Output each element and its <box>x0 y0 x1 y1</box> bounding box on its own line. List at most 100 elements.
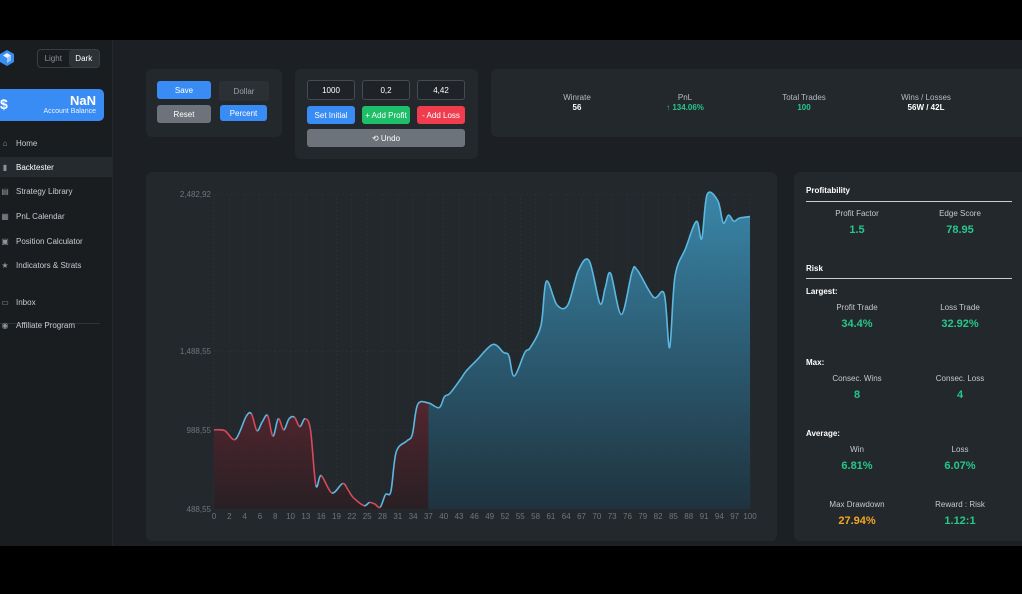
profitability-divider <box>806 201 1012 202</box>
percent-mode-button[interactable]: Percent <box>220 105 267 121</box>
equity-line-segment <box>668 276 676 349</box>
average-loss-label: Loss <box>951 445 969 454</box>
risk-divider <box>806 278 1012 279</box>
equity-line-segment <box>733 217 740 223</box>
nav-item-backtester[interactable]: ▮ Backtester <box>0 157 112 177</box>
nav-label: Backtester <box>16 162 54 172</box>
largest-loss-label: Loss Trade <box>940 303 980 312</box>
stat-value: 56 <box>572 103 582 112</box>
profit-factor-label: Profit Factor <box>835 209 879 218</box>
x-tick-label: 25 <box>363 512 372 521</box>
equity-line-segment <box>540 280 548 326</box>
currency-symbol: $ <box>0 96 8 112</box>
x-tick-label: 10 <box>286 512 295 521</box>
equity-line-segment <box>700 194 708 239</box>
undo-button[interactable]: ⟲ Undo <box>307 129 465 147</box>
average-loss-value: 6.07% <box>944 460 976 472</box>
nav-item-home[interactable]: ⌂ Home <box>0 133 112 153</box>
largest-profit-value: 34.4% <box>841 318 873 330</box>
equity-line-segment <box>213 428 226 432</box>
theme-dark-option[interactable]: Dark <box>68 50 99 67</box>
equity-line-segment <box>288 415 295 420</box>
equity-line-segment <box>684 220 697 249</box>
nav-item-strategy-library[interactable]: ▤ Strategy Library <box>0 181 112 201</box>
app-logo-icon <box>0 50 14 66</box>
nav-item-inbox[interactable]: ▭ Inbox <box>0 292 112 312</box>
set-initial-button[interactable]: Set Initial <box>307 106 355 124</box>
stat-value: 56W / 42L <box>907 103 945 112</box>
x-tick-label: 13 <box>301 512 310 521</box>
equity-line-segment <box>545 280 558 306</box>
add-profit-button[interactable]: + Add Profit <box>362 106 410 124</box>
x-tick-label: 22 <box>347 512 356 521</box>
inbox-icon: ▭ <box>1 297 9 307</box>
equity-line-segment <box>588 260 601 304</box>
x-tick-label: 97 <box>730 512 739 521</box>
x-tick-label: 58 <box>531 512 540 521</box>
equity-line-segment <box>384 491 392 496</box>
equity-line-segment <box>277 417 285 431</box>
stat-value: ↑ 134.06% <box>666 103 704 112</box>
nav-item-pnl-calendar[interactable]: ▦ PnL Calendar <box>0 206 112 226</box>
home-icon: ⌂ <box>2 138 8 148</box>
stat-label: Total Trades <box>782 93 826 102</box>
y-tick-label: 2,482,92 <box>180 190 212 199</box>
nav-item-affiliate[interactable]: ◉ Affiliate Program <box>0 315 112 335</box>
drawdown-area <box>214 401 429 509</box>
account-balance-card: $ NaN Account Balance <box>0 89 104 121</box>
x-tick-label: 43 <box>455 512 464 521</box>
x-tick-label: 70 <box>592 512 601 521</box>
equity-line-segment <box>245 411 253 417</box>
account-balance-value: NaN <box>69 93 96 108</box>
x-tick-label: 49 <box>485 512 494 521</box>
nav-item-position-calculator[interactable]: ▣ Position Calculator <box>0 231 112 251</box>
equity-line-segment <box>309 429 317 486</box>
x-tick-label: 37 <box>424 512 433 521</box>
equity-line-segment <box>492 343 504 354</box>
equity-line-segment <box>390 451 398 492</box>
pnl-stat: PnL ↑ 134.06% <box>640 93 730 112</box>
calculator-icon: ▣ <box>1 236 9 246</box>
x-tick-label: 31 <box>393 512 402 521</box>
x-tick-label: 0 <box>212 512 217 521</box>
x-tick-label: 79 <box>638 512 647 521</box>
x-tick-label: 52 <box>501 512 510 521</box>
equity-line-segment <box>443 392 451 398</box>
profit-percent-input[interactable]: 0,2 <box>362 80 410 100</box>
y-tick-label: 1,488,55 <box>180 347 212 356</box>
average-win-value: 6.81% <box>841 460 873 472</box>
equity-line-segment <box>636 269 655 298</box>
equity-line-segment <box>374 503 381 509</box>
equity-line-segment <box>379 494 387 508</box>
equity-line-segment <box>299 417 306 428</box>
equity-line-segment <box>652 290 666 299</box>
theme-toggle: Light Dark <box>37 49 100 68</box>
save-button[interactable]: Save <box>157 81 211 99</box>
equity-line-segment <box>465 359 478 372</box>
loss-percent-input[interactable]: 4,42 <box>417 80 465 100</box>
x-tick-label: 46 <box>470 512 479 521</box>
equity-line-segment <box>395 440 408 453</box>
add-loss-button[interactable]: - Add Loss <box>417 106 465 124</box>
app-window: Light Dark $ NaN Account Balance ⌂ Home ▮… <box>0 40 1022 546</box>
star-icon: ★ <box>1 260 9 270</box>
x-tick-label: 40 <box>439 512 448 521</box>
consec-wins-label: Consec. Wins <box>832 374 882 383</box>
equity-line-segment <box>508 355 515 377</box>
equity-line-segment <box>406 434 414 442</box>
equity-line-segment <box>476 343 494 361</box>
equity-line-segment <box>261 414 269 423</box>
nav-item-indicators[interactable]: ★ Indicators & Strats <box>0 255 112 275</box>
equity-line-segment <box>363 501 370 507</box>
max-drawdown-value: 27.94% <box>838 515 876 527</box>
initial-balance-input[interactable]: 1000 <box>307 80 355 100</box>
equity-line-segment <box>728 214 735 223</box>
x-tick-label: 34 <box>409 512 418 521</box>
nav-label: Strategy Library <box>16 186 73 196</box>
x-tick-label: 16 <box>317 512 326 521</box>
theme-light-option[interactable]: Light <box>44 54 62 63</box>
dollar-mode-button[interactable]: Dollar <box>219 81 269 101</box>
reset-button[interactable]: Reset <box>157 105 211 123</box>
equity-line-segment <box>674 247 687 277</box>
